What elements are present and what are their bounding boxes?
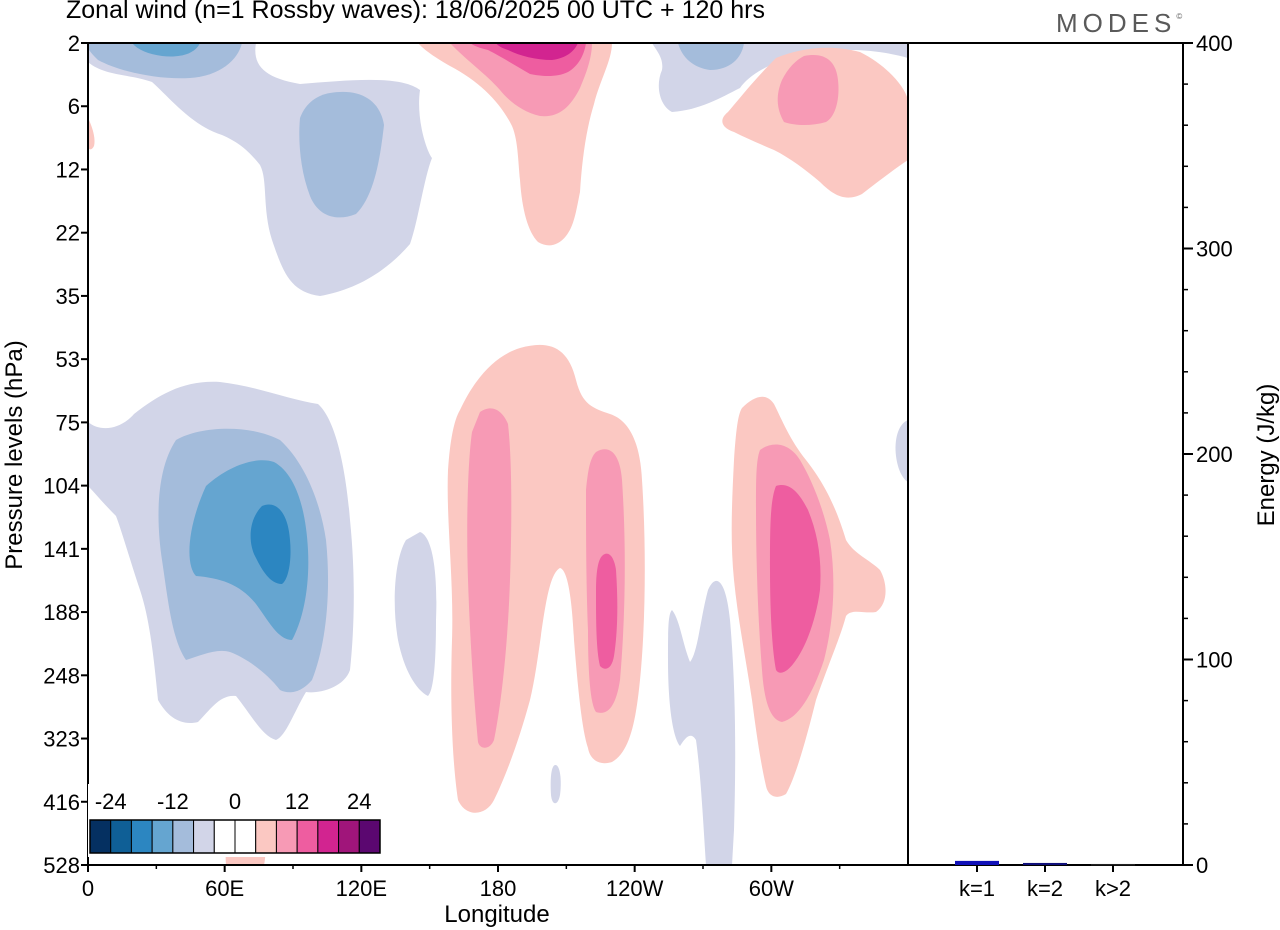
energy-tick-label: 300 <box>1196 237 1233 262</box>
contour-easterly-speck <box>550 764 561 804</box>
energy-axis-title: Energy (J/kg) <box>1253 384 1280 527</box>
energy-category-label: k=1 <box>959 876 995 901</box>
pressure-tick-label: 248 <box>43 663 80 688</box>
contour-easterly-right-edge <box>895 420 908 482</box>
colorbar-swatch <box>234 819 257 854</box>
contour-westerly-stratosphere-right-level2 <box>777 55 839 125</box>
contour-westerly-lower-right-level3 <box>770 485 821 673</box>
pressure-tick-label: 75 <box>56 410 80 435</box>
contour-easterly-lower-level3 <box>189 460 309 640</box>
colorbar-swatch <box>338 819 360 854</box>
longitude-tick-label: 60W <box>749 876 794 901</box>
contour-westerly-lower-center-level2 <box>467 408 512 748</box>
energy-plot-frame <box>907 42 1184 866</box>
pressure-tick-label: 22 <box>56 221 80 246</box>
energy-tick-label: 400 <box>1196 31 1233 56</box>
colorbar-label: 24 <box>347 789 371 814</box>
energy-bar <box>1091 863 1135 866</box>
contour-westerly-top-level4 <box>496 43 578 60</box>
longitude-axis: 0 60E 120E 180 120W 60W <box>82 865 841 901</box>
longitude-tick-label: 120W <box>606 876 664 901</box>
colorbar-swatch <box>110 819 132 854</box>
colorbar-swatch <box>317 819 340 854</box>
colorbar-swatch <box>296 819 319 854</box>
pressure-tick-label: 141 <box>43 537 80 562</box>
longitude-tick-label: 0 <box>82 876 94 901</box>
contour-lower-easterly-upper-left <box>88 43 432 296</box>
colorbar-label: 0 <box>229 789 241 814</box>
pressure-tick-label: 104 <box>43 474 80 499</box>
energy-tick-label: 0 <box>1196 853 1208 878</box>
energy-tick-label: 200 <box>1196 442 1233 467</box>
pressure-tick-label: 528 <box>43 853 80 878</box>
colorbar-swatch <box>151 819 174 854</box>
chart-title: Zonal wind (n=1 Rossby waves): 18/06/202… <box>66 0 765 24</box>
colorbar-swatch <box>193 819 215 854</box>
energy-category-label: k>2 <box>1095 876 1131 901</box>
contour-easterly-lower-level4 <box>250 504 291 584</box>
pressure-tick-label: 188 <box>43 600 80 625</box>
contour-easterly-level2-top-left <box>132 43 200 57</box>
colorbar-label: -12 <box>157 789 189 814</box>
longitude-tick-label: 180 <box>480 876 517 901</box>
x-axis-title: Longitude <box>444 901 549 928</box>
colorbar-swatch <box>172 819 195 854</box>
longitude-tick-label: 120E <box>336 876 387 901</box>
pressure-tick-label: 53 <box>56 347 80 372</box>
energy-bars: k=1 k=2 k>2 <box>955 860 1135 901</box>
colorbar: -24 -12 0 12 24 <box>88 784 382 857</box>
energy-bar <box>955 860 999 865</box>
energy-category-label: k=2 <box>1027 876 1063 901</box>
colorbar-frame <box>89 819 381 854</box>
colorbar-label: -24 <box>95 789 127 814</box>
pressure-tick-label: 323 <box>43 727 80 752</box>
contour-easterly-level2-top-center <box>678 43 744 70</box>
contour-easterly-mid-stratosphere <box>299 91 384 218</box>
colorbar-swatch <box>213 819 236 854</box>
colorbar-swatch <box>275 819 298 854</box>
contour-easterly-bottom-mid <box>668 580 736 865</box>
energy-bar <box>1023 862 1067 865</box>
colorbar-swatch <box>358 819 381 854</box>
modes-logo: MODES© <box>1056 8 1183 38</box>
longitude-tick-label: 60E <box>205 876 244 901</box>
energy-axis: 0 100 200 300 400 <box>1183 31 1233 878</box>
colorbar-swatch <box>255 819 277 854</box>
pressure-tick-label: 12 <box>56 157 80 182</box>
colorbar-swatch <box>130 819 153 854</box>
energy-tick-label: 100 <box>1196 648 1233 673</box>
pressure-axis: 2 6 12 22 35 53 75 104 141 188 248 323 416 528 <box>43 31 88 878</box>
contour-westerly-left-edge-sliver <box>88 118 95 150</box>
contour-easterly-level1-top-left <box>88 43 242 79</box>
pressure-tick-label: 6 <box>68 94 80 119</box>
contour-easterly-lower-mid-left <box>394 532 437 696</box>
contour-field <box>88 43 908 865</box>
pressure-tick-label: 416 <box>43 790 80 815</box>
pressure-tick-label: 2 <box>68 31 80 56</box>
colorbar-label: 12 <box>285 789 309 814</box>
colorbar-swatch <box>89 819 112 854</box>
y-axis-title: Pressure levels (hPa) <box>1 340 28 569</box>
pressure-tick-label: 35 <box>56 284 80 309</box>
contour-westerly-lower-center-level3 <box>596 553 618 669</box>
